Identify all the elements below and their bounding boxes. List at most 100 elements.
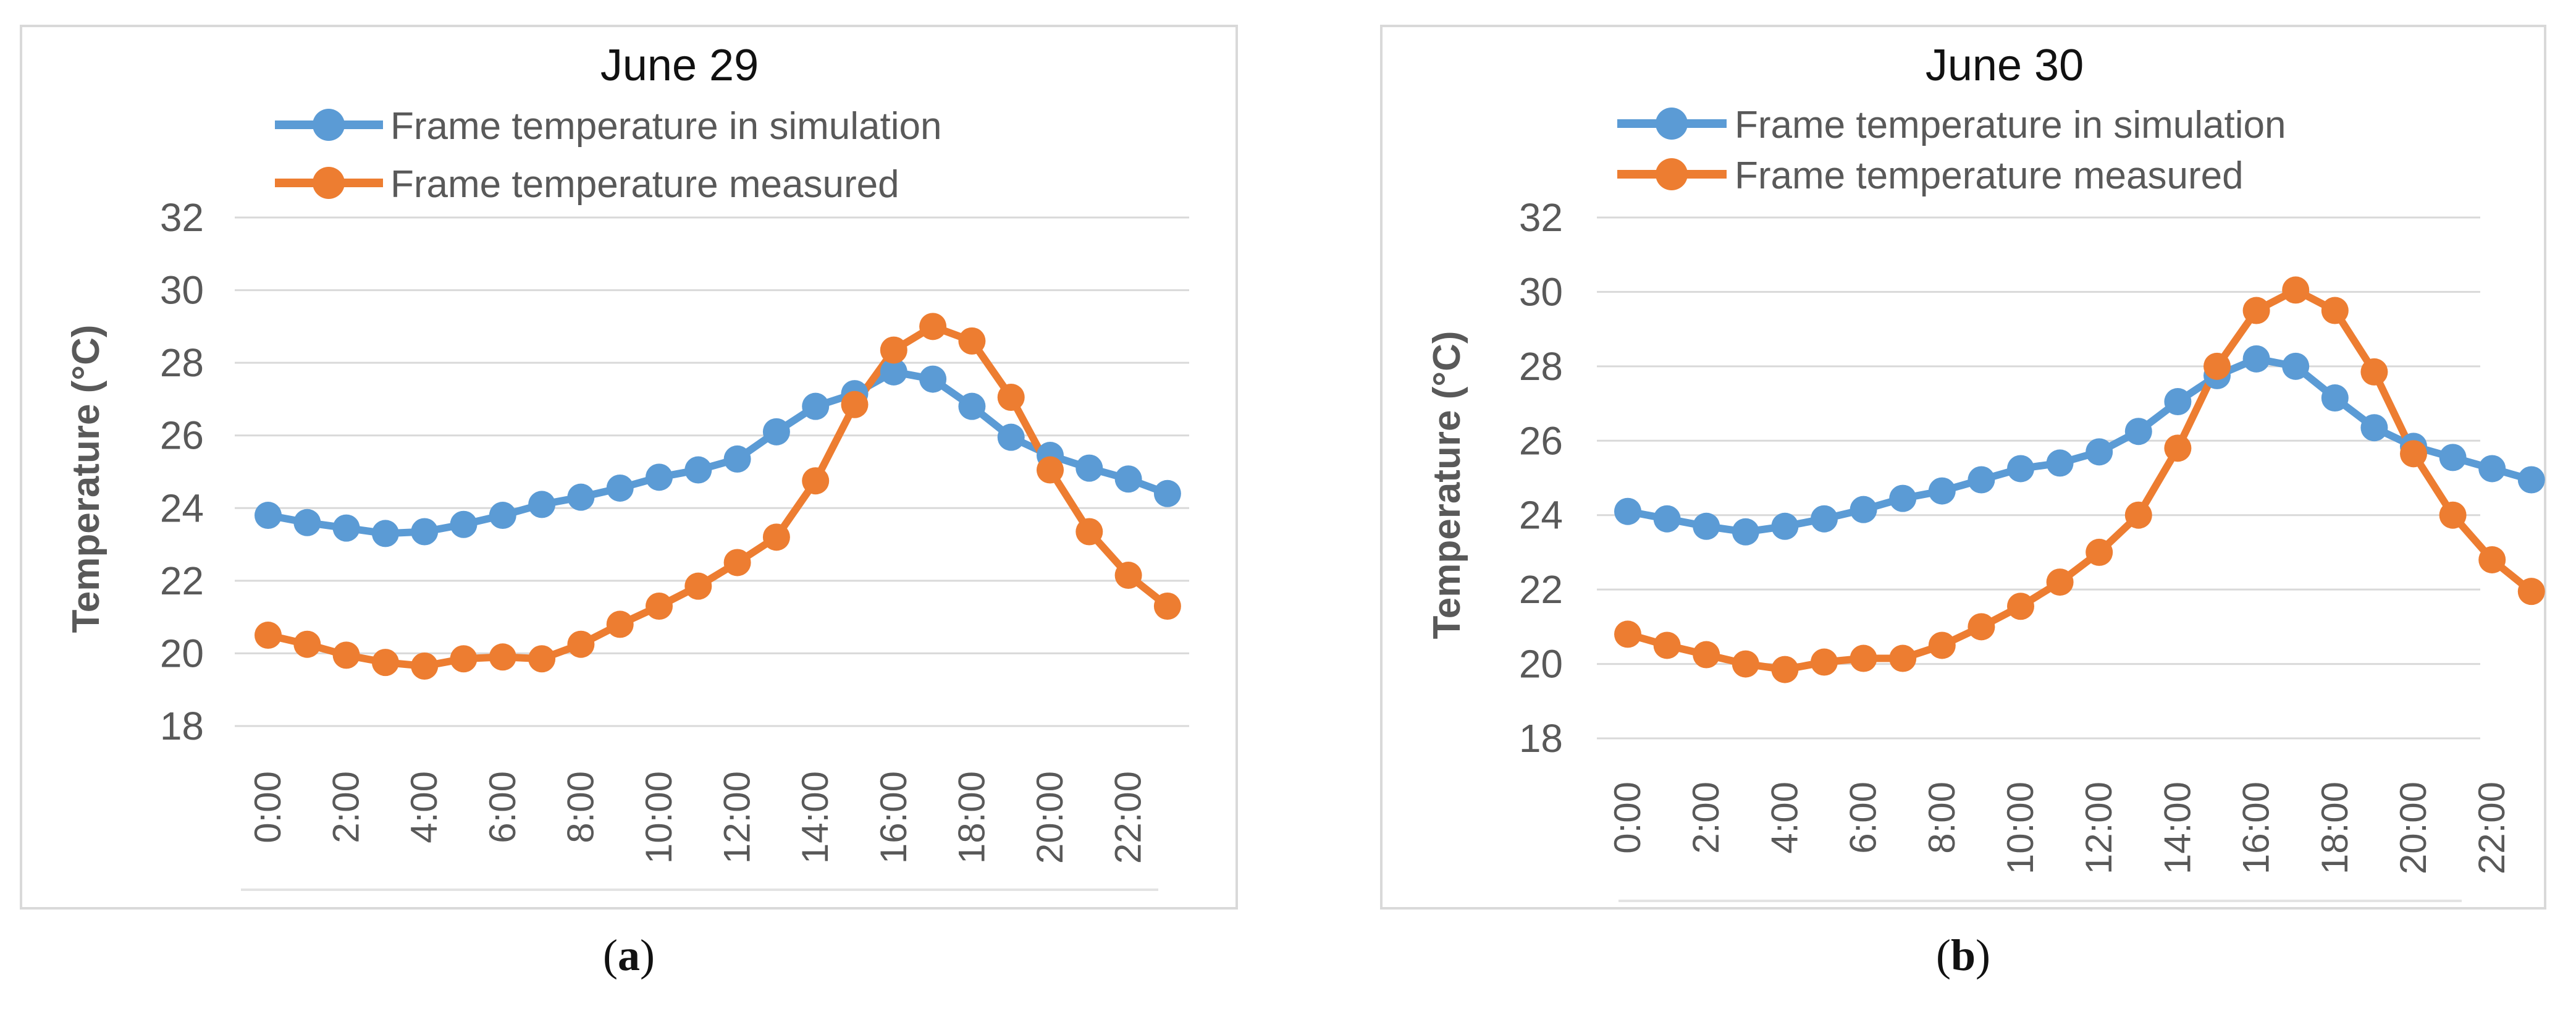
- legend-label-simulation: Frame temperature in simulation: [390, 105, 941, 148]
- data-point-simulation: [2124, 418, 2152, 445]
- data-point-measured: [1153, 593, 1181, 620]
- data-point-measured: [723, 549, 751, 576]
- data-series: [255, 313, 1181, 680]
- data-point-measured: [2517, 578, 2545, 606]
- x-tick-labels: 0:00 2:00 4:00 6:00 8:00 10:00 12:00 14:00 16:00…: [247, 771, 1149, 864]
- data-point-measured: [1732, 650, 1759, 678]
- legend-label-measured: Frame temperature measured: [390, 163, 899, 206]
- panel-frame: [20, 25, 1238, 910]
- y-tick-label: 26: [1519, 418, 1563, 463]
- chart-title: June 29: [600, 41, 759, 90]
- y-tick-label: 18: [160, 704, 204, 748]
- chart-title: June 30: [1926, 41, 2084, 90]
- x-tick-label: 4:00: [1764, 782, 1805, 854]
- y-tick-label: 28: [1519, 344, 1563, 389]
- x-tick-label: 0:00: [1607, 782, 1648, 854]
- data-point-measured: [2360, 358, 2388, 386]
- caption-close: ): [640, 931, 655, 980]
- data-point-simulation: [919, 365, 947, 393]
- x-tick-label: 8:00: [1921, 782, 1963, 854]
- data-point-simulation: [1153, 479, 1181, 507]
- data-point-measured: [2242, 297, 2270, 324]
- data-point-measured: [255, 622, 282, 649]
- legend-marker-measured: [1656, 158, 1688, 190]
- chart-panel-a: 18 20 22 24 26 28 30 32 0:00 2:00 4:00 6:00 8:00 10:…: [20, 25, 1238, 910]
- data-point-simulation: [2360, 414, 2388, 442]
- caption-open: (: [603, 931, 618, 980]
- data-point-simulation: [2321, 384, 2349, 412]
- y-tick-labels: 18 20 22 24 26 28 30 32: [1519, 195, 1563, 761]
- data-point-simulation: [1653, 505, 1681, 533]
- x-tick-label: 20:00: [2393, 782, 2434, 874]
- data-point-measured: [411, 652, 439, 680]
- chart-panel-b: 18 20 22 24 26 28 30 32 0:00 2:00 4:00 6:00 8:00 10:…: [1380, 25, 2546, 910]
- data-point-simulation: [293, 509, 321, 536]
- y-tick-label: 32: [160, 195, 204, 240]
- legend-marker-simulation: [313, 109, 345, 141]
- data-point-simulation: [880, 358, 907, 386]
- x-tick-label: 16:00: [873, 771, 914, 864]
- caption-close: ): [1976, 931, 1991, 980]
- data-point-measured: [2321, 297, 2349, 324]
- data-point-simulation: [2164, 388, 2192, 416]
- legend-label-measured: Frame temperature measured: [1735, 154, 2244, 197]
- data-point-measured: [762, 523, 790, 551]
- data-point-simulation: [723, 445, 751, 473]
- data-point-simulation: [332, 514, 360, 542]
- data-point-simulation: [2478, 455, 2506, 483]
- data-point-measured: [2400, 440, 2427, 468]
- y-tick-label: 22: [160, 559, 204, 603]
- data-point-measured: [1928, 631, 1956, 659]
- x-tick-label: 10:00: [638, 771, 680, 864]
- data-point-simulation: [997, 423, 1025, 451]
- x-tick-label: 4:00: [403, 771, 445, 843]
- data-point-measured: [293, 630, 321, 658]
- data-point-simulation: [2242, 345, 2270, 373]
- data-point-measured: [1114, 562, 1142, 589]
- y-tick-label: 26: [160, 413, 204, 458]
- x-tick-label: 6:00: [482, 771, 523, 843]
- data-point-simulation: [2517, 466, 2545, 494]
- data-point-simulation: [2439, 444, 2467, 471]
- y-tick-label: 22: [1519, 567, 1563, 612]
- data-point-simulation: [528, 491, 556, 518]
- data-point-simulation: [567, 483, 595, 511]
- data-point-measured: [567, 630, 595, 658]
- caption-a: (a): [603, 930, 655, 981]
- data-point-simulation: [255, 502, 282, 530]
- x-tick-label: 16:00: [2236, 782, 2277, 874]
- data-point-measured: [1037, 456, 1064, 484]
- y-axis-label: Temperature (°C): [1426, 331, 1468, 639]
- data-point-simulation: [1771, 512, 1799, 540]
- panel-frame: [1380, 25, 2546, 910]
- x-tick-label: 0:00: [247, 771, 288, 843]
- data-point-measured: [528, 645, 556, 673]
- data-point-simulation: [1114, 465, 1142, 493]
- x-tick-label: 8:00: [560, 771, 601, 843]
- data-point-simulation: [411, 518, 439, 546]
- data-point-measured: [2007, 593, 2034, 620]
- y-tick-label: 30: [1519, 269, 1563, 314]
- y-tick-label: 20: [160, 631, 204, 675]
- data-point-measured: [1850, 644, 1877, 672]
- legend: Frame temperature in simulation Frame te…: [1617, 104, 2286, 197]
- x-tick-label: 18:00: [951, 771, 992, 864]
- x-tick-label: 2:00: [326, 771, 367, 843]
- data-point-measured: [332, 641, 360, 669]
- data-point-measured: [1614, 620, 1641, 648]
- y-tick-label: 30: [160, 268, 204, 313]
- data-point-simulation: [606, 474, 634, 502]
- x-tick-label: 6:00: [1843, 782, 1884, 854]
- data-point-measured: [2046, 568, 2074, 596]
- data-point-simulation: [2086, 438, 2113, 466]
- caption-open: (: [1935, 931, 1951, 980]
- data-point-measured: [2164, 434, 2192, 462]
- caption-label: b: [1950, 931, 1976, 980]
- data-point-simulation: [802, 392, 830, 420]
- x-tick-label: 10:00: [2000, 782, 2041, 874]
- y-tick-label: 24: [160, 486, 204, 530]
- data-point-simulation: [1614, 497, 1641, 525]
- y-tick-label: 20: [1519, 642, 1563, 686]
- data-point-measured: [2086, 538, 2113, 566]
